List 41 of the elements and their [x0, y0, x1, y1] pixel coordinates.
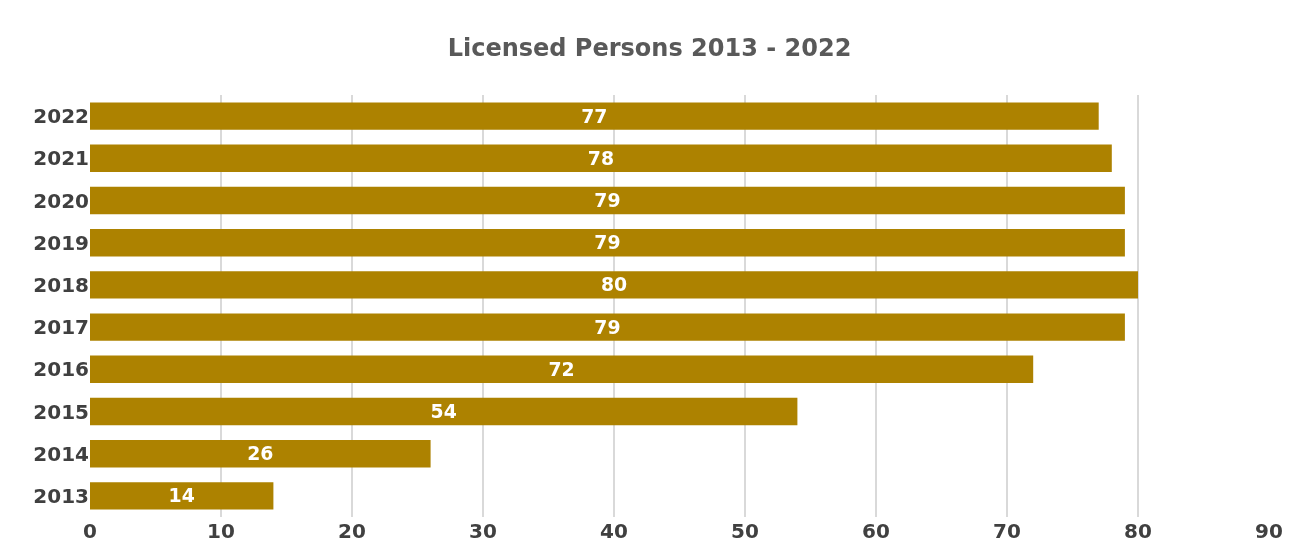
data-label: 80	[600, 274, 628, 296]
data-label: 72	[548, 358, 575, 380]
data-label: 77	[581, 105, 608, 127]
y-tick-label: 2018	[33, 272, 89, 297]
data-label: 14	[168, 485, 195, 507]
bar	[90, 439, 431, 468]
y-tick-label: 2014	[33, 441, 89, 466]
bar	[90, 228, 1125, 257]
x-tick-label: 30	[469, 519, 497, 543]
y-tick-label: 2013	[33, 483, 89, 508]
y-tick-label: 2022	[33, 104, 89, 129]
x-tick-label: 70	[993, 519, 1021, 543]
x-tick-label: 80	[1124, 519, 1152, 543]
chart-title: Licensed Persons 2013 - 2022	[447, 33, 852, 62]
y-tick-label: 2016	[33, 357, 89, 382]
bar	[90, 144, 1112, 173]
y-tick-label: 2017	[33, 315, 89, 340]
x-tick-label: 10	[207, 519, 235, 543]
data-label: 79	[594, 189, 621, 211]
bar	[90, 102, 1099, 130]
y-tick-label: 2021	[33, 146, 89, 171]
bar	[90, 482, 274, 510]
bar	[90, 355, 1034, 384]
y-tick-label: 2015	[33, 399, 89, 424]
data-label: 79	[594, 316, 621, 338]
bar	[90, 397, 798, 426]
x-tick-label: 60	[862, 519, 890, 543]
y-tick-label: 2019	[33, 230, 89, 255]
bar	[90, 271, 1138, 299]
x-tick-label: 40	[600, 519, 628, 543]
bar	[90, 313, 1125, 341]
data-label: 78	[587, 147, 615, 169]
y-tick-label: 2020	[33, 188, 89, 213]
x-tick-label: 20	[338, 519, 366, 543]
data-label: 79	[594, 232, 621, 254]
x-tick-label: 90	[1255, 519, 1283, 543]
data-label: 26	[247, 443, 274, 465]
x-tick-label: 50	[731, 519, 759, 543]
data-label: 54	[430, 400, 457, 422]
x-tick-label: 0	[83, 519, 97, 543]
bar	[90, 186, 1125, 215]
